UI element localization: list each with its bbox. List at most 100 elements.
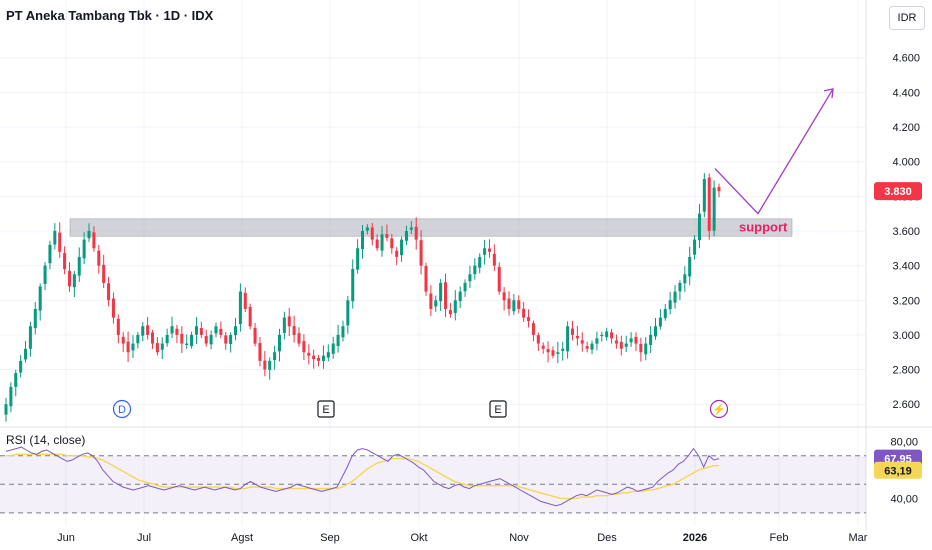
candle-body [707, 177, 711, 231]
chart-title: PT Aneka Tambang Tbk · 1D · IDX [6, 8, 214, 23]
candle-body [527, 317, 531, 322]
candle-body [619, 341, 623, 349]
candle-body [48, 244, 52, 264]
candle-body [444, 282, 448, 309]
candle-body [575, 335, 579, 339]
time-tick-label: 2026 [683, 532, 707, 544]
currency-button[interactable]: IDR [889, 6, 925, 30]
candle-body [126, 341, 130, 353]
candle-body [400, 239, 404, 256]
candle-body [693, 239, 697, 255]
candle-body [19, 360, 23, 373]
candle-body [531, 323, 535, 335]
candle-body [63, 253, 67, 270]
candle-body [287, 316, 291, 327]
candle-body [409, 227, 413, 230]
candle-body [546, 349, 550, 353]
candle-body [522, 308, 526, 318]
candle-body [614, 340, 618, 344]
candle-body [463, 282, 467, 292]
candle-body [507, 298, 511, 309]
time-tick-label: Feb [770, 532, 789, 544]
candle-body [341, 326, 345, 338]
candle-body [238, 291, 242, 325]
candle-body [624, 343, 628, 347]
candle-body [688, 256, 692, 277]
price-tick-label: 3.400 [892, 261, 920, 273]
candle-body [556, 352, 560, 354]
candle-body [248, 306, 252, 327]
time-axis[interactable]: Jun Jul Agst Sep Okt Nov Des 2026 Feb Mar [57, 532, 868, 544]
price-tick-label: 3.000 [892, 330, 920, 342]
candle-body [580, 340, 584, 344]
candle-body [468, 274, 472, 282]
candle-body [600, 334, 604, 337]
candle-body [277, 334, 281, 352]
candle-body [551, 350, 555, 356]
candle-body [282, 317, 286, 333]
candle-body [439, 282, 443, 302]
price-axis[interactable]: 4.6004.4004.2004.0003.8003.6003.4003.200… [874, 53, 922, 506]
candle-body [14, 373, 18, 387]
candle-body [639, 343, 643, 353]
event-label: ⚡ [712, 403, 726, 416]
time-tick-label: Des [597, 532, 617, 544]
support-rectangle [69, 218, 793, 237]
candle-body [566, 326, 570, 352]
candle-body [92, 232, 96, 249]
candle-body [712, 187, 716, 231]
candle-body [478, 256, 482, 268]
candle-body [155, 343, 159, 353]
price-tick-label: 4.000 [892, 157, 920, 169]
projection-path [714, 88, 834, 215]
candle-body [214, 326, 218, 334]
rsi-ma-line [6, 453, 719, 500]
candle-body [224, 335, 228, 344]
candle-body [370, 227, 374, 240]
candle-body [424, 266, 428, 292]
rsi-pane [0, 446, 866, 514]
candlestick-series [4, 173, 721, 422]
candle-body [570, 328, 575, 335]
time-tick-label: Mar [849, 532, 868, 544]
candle-body [473, 265, 477, 275]
candle-body [536, 335, 540, 344]
candle-body [585, 346, 589, 349]
support-label: support [739, 220, 788, 235]
candle-body [204, 336, 208, 344]
time-tick-label: Jun [57, 532, 75, 544]
candle-body [111, 298, 115, 318]
price-tick-label: 4.200 [892, 122, 920, 134]
candle-body [209, 334, 213, 345]
rsi-indicator-label[interactable]: RSI (14, close) [6, 433, 86, 447]
price-tick-label: 2.800 [892, 365, 920, 377]
candle-body [653, 326, 658, 337]
candle-body [385, 234, 389, 238]
candle-body [395, 250, 399, 257]
candle-body [517, 300, 521, 309]
candle-body [53, 230, 57, 245]
candle-body [668, 300, 672, 310]
event-label: D [118, 404, 126, 416]
last-price-label: 3.830 [884, 186, 912, 198]
candle-body [414, 226, 418, 240]
candle-body [146, 325, 150, 335]
candle-body [87, 230, 91, 239]
candle-body [321, 355, 325, 362]
candle-body [292, 326, 296, 335]
candle-body [116, 318, 120, 335]
price-tick-label: 4.400 [892, 87, 920, 99]
dividend-marker [112, 399, 132, 419]
candle-body [346, 300, 350, 326]
candle-body [33, 308, 37, 329]
time-tick-label: Okt [410, 532, 427, 544]
split-marker [709, 399, 729, 419]
candle-body [219, 328, 223, 335]
candle-body [702, 178, 706, 212]
candle-body [165, 334, 169, 344]
candle-body [317, 358, 321, 361]
rsi-ma-badge [874, 461, 922, 479]
candle-body [448, 310, 452, 315]
candle-body [336, 334, 340, 347]
